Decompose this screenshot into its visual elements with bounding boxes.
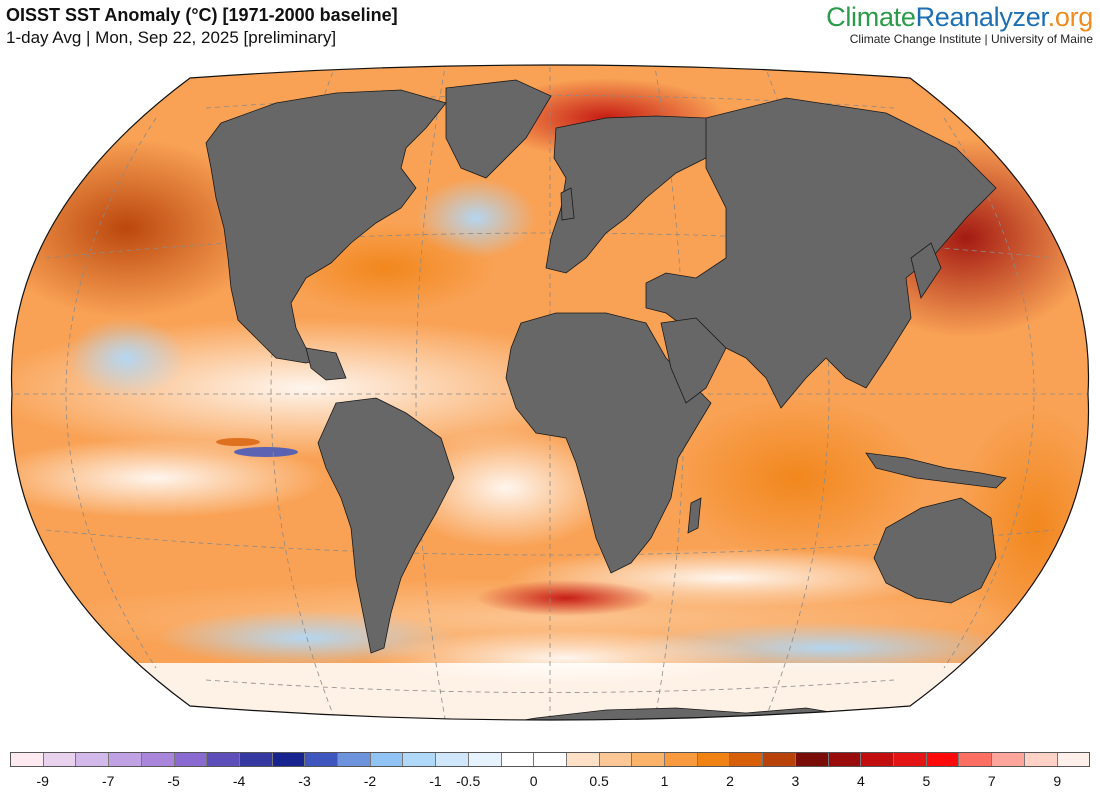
colorbar-tick-label: -5 <box>167 773 180 789</box>
indonesia-land <box>865 452 1007 489</box>
colorbar-tick-label: -9 <box>36 773 49 789</box>
colorbar-tick-labels: -9 -7 -5 -4 -3 -2 -1 -0.5 0 0.5 1 2 3 4 5 7 9 <box>10 772 1090 792</box>
colorbar-tick-label: 0.5 <box>589 773 609 789</box>
colorbar-swatch <box>599 753 633 766</box>
greenland-land <box>445 79 552 179</box>
colorbar-swatch <box>566 753 600 766</box>
arabia-land <box>660 317 727 404</box>
colorbar-swatch <box>665 753 698 766</box>
colorbar-tick-label: 2 <box>726 773 734 789</box>
colorbar-swatch <box>76 753 110 766</box>
brand-tagline: Climate Change Institute | University of… <box>849 32 1093 46</box>
madagascar-land <box>687 497 702 534</box>
colorbar-swatch <box>893 753 927 766</box>
world-map[interactable] <box>6 58 1094 728</box>
colorbar-swatch <box>141 753 175 766</box>
new-zealand-land <box>1010 612 1027 654</box>
colorbar-tick-label: 1 <box>660 773 669 789</box>
japan-land <box>910 242 942 299</box>
colorbar-swatch <box>697 753 731 766</box>
colorbar-tick-label: 3 <box>791 773 800 789</box>
colorbar-tick-label: -0.5 <box>456 773 481 789</box>
colorbar-swatch <box>436 753 469 766</box>
land-masses <box>205 79 1027 720</box>
globe-outline <box>10 64 1090 721</box>
africa-land <box>505 312 712 574</box>
colorbar-swatch <box>109 753 142 766</box>
colorbar-tick-label: 5 <box>922 773 931 789</box>
colorbar-swatch <box>272 753 306 766</box>
colorbar-swatch <box>1057 753 1090 766</box>
colorbar-swatch <box>763 753 796 766</box>
asia-land <box>645 97 997 409</box>
colorbar-swatch <box>959 753 993 766</box>
colorbar-swatch <box>828 753 862 766</box>
colorbar-tick-label: -3 <box>298 773 311 789</box>
colorbar-swatch <box>534 753 567 766</box>
colorbar-swatch <box>795 753 829 766</box>
colorbar-swatch <box>239 753 273 766</box>
colorbar-swatch <box>338 753 371 766</box>
colorbar-tick-label: 9 <box>1053 773 1062 789</box>
colorbar-tick-label: 4 <box>857 773 865 789</box>
brand-name-climate: Climate <box>826 2 916 32</box>
map-title: OISST SST Anomaly (°C) [1971-2000 baseli… <box>6 5 398 25</box>
colorbar-swatch <box>501 753 535 766</box>
brand-name: ClimateReanalyzer.org <box>826 2 1093 32</box>
colorbar-swatch <box>305 753 339 766</box>
colorbar-swatch <box>1024 753 1058 766</box>
colorbar-tick-label: -7 <box>101 773 115 789</box>
sst-anomaly-map-svg <box>10 64 1090 721</box>
colorbar-swatch <box>861 753 894 766</box>
colorbar-swatch <box>926 753 960 766</box>
north-america-land <box>205 89 447 364</box>
colorbar-swatch <box>174 753 208 766</box>
colorbar-swatch <box>207 753 240 766</box>
colorbar-tick-label: -1 <box>429 773 442 789</box>
colorbar-swatch <box>11 753 44 766</box>
colorbar-swatch <box>370 753 404 766</box>
antarctica-land <box>305 707 887 720</box>
colorbar-swatch <box>403 753 437 766</box>
colorbar-tick-label: -4 <box>232 773 246 789</box>
colorbar-tick-label: 7 <box>987 773 996 789</box>
colorbar-swatch <box>730 753 764 766</box>
colorbar-tick-label: 0 <box>529 773 538 789</box>
south-america-land <box>317 397 455 654</box>
colorbar-legend <box>10 752 1090 767</box>
central-america-land <box>305 347 347 381</box>
map-subtitle: 1-day Avg | Mon, Sep 22, 2025 [prelimina… <box>6 28 337 47</box>
australia-land <box>873 497 997 604</box>
colorbar-swatch <box>632 753 666 766</box>
uk-land <box>560 187 575 221</box>
colorbar-tick-label: -2 <box>363 773 377 789</box>
colorbar-swatch <box>468 753 502 766</box>
colorbar-swatch <box>992 753 1025 766</box>
colorbar-swatch <box>43 753 77 766</box>
brand-name-reanalyzer: Reanalyzer <box>915 2 1048 32</box>
brand-logo[interactable]: ClimateReanalyzer.org Climate Change Ins… <box>826 2 1093 46</box>
brand-name-org: .org <box>1047 2 1094 32</box>
